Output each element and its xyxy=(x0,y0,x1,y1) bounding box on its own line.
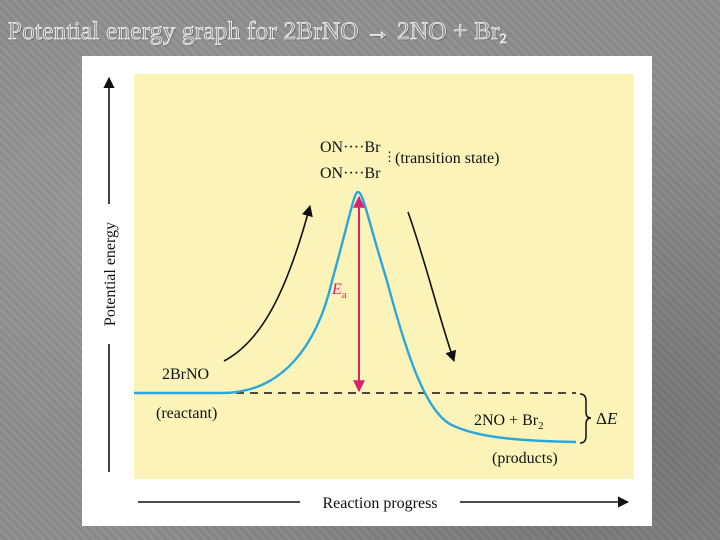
plot-area xyxy=(134,74,634,479)
transition-state-bond-dots: ⋮ xyxy=(383,149,396,164)
delta-e-brace xyxy=(579,393,592,444)
energy-diagram-figure: Potential energy Reaction progress Ea ON… xyxy=(82,56,652,526)
descending-progress-arrow xyxy=(407,211,457,363)
title-arrow: → xyxy=(365,18,391,46)
transition-state-formula-top: ON····Br xyxy=(320,139,381,156)
title-subscript: 2 xyxy=(499,32,508,48)
y-axis-label-mask xyxy=(100,204,118,344)
transition-state-label: (transition state) xyxy=(395,150,499,167)
energy-curve xyxy=(134,190,577,444)
delta-e-label: ΔE xyxy=(596,409,618,428)
x-axis-label-mask xyxy=(300,488,460,514)
energy-diagram: Potential energy Reaction progress Ea ON… xyxy=(100,74,634,514)
activation-energy-label: Ea xyxy=(331,281,347,301)
transition-state-formula-bottom: ON····Br xyxy=(320,165,381,182)
forward-progress-arrow xyxy=(223,204,313,362)
reactant-formula: 2BrNO xyxy=(162,366,209,383)
reactant-label: (reactant) xyxy=(156,405,217,422)
products-label: (products) xyxy=(492,450,558,467)
slide-title: Potential energy graph for 2BrNO → 2NO +… xyxy=(8,18,508,48)
x-axis-label: Reaction progress xyxy=(322,495,437,512)
products-formula: 2NO + Br2 xyxy=(474,412,544,432)
y-axis-label: Potential energy xyxy=(102,222,119,326)
title-prefix: Potential energy graph for 2BrNO xyxy=(8,18,359,46)
title-suffix: 2NO + Br xyxy=(397,18,500,46)
